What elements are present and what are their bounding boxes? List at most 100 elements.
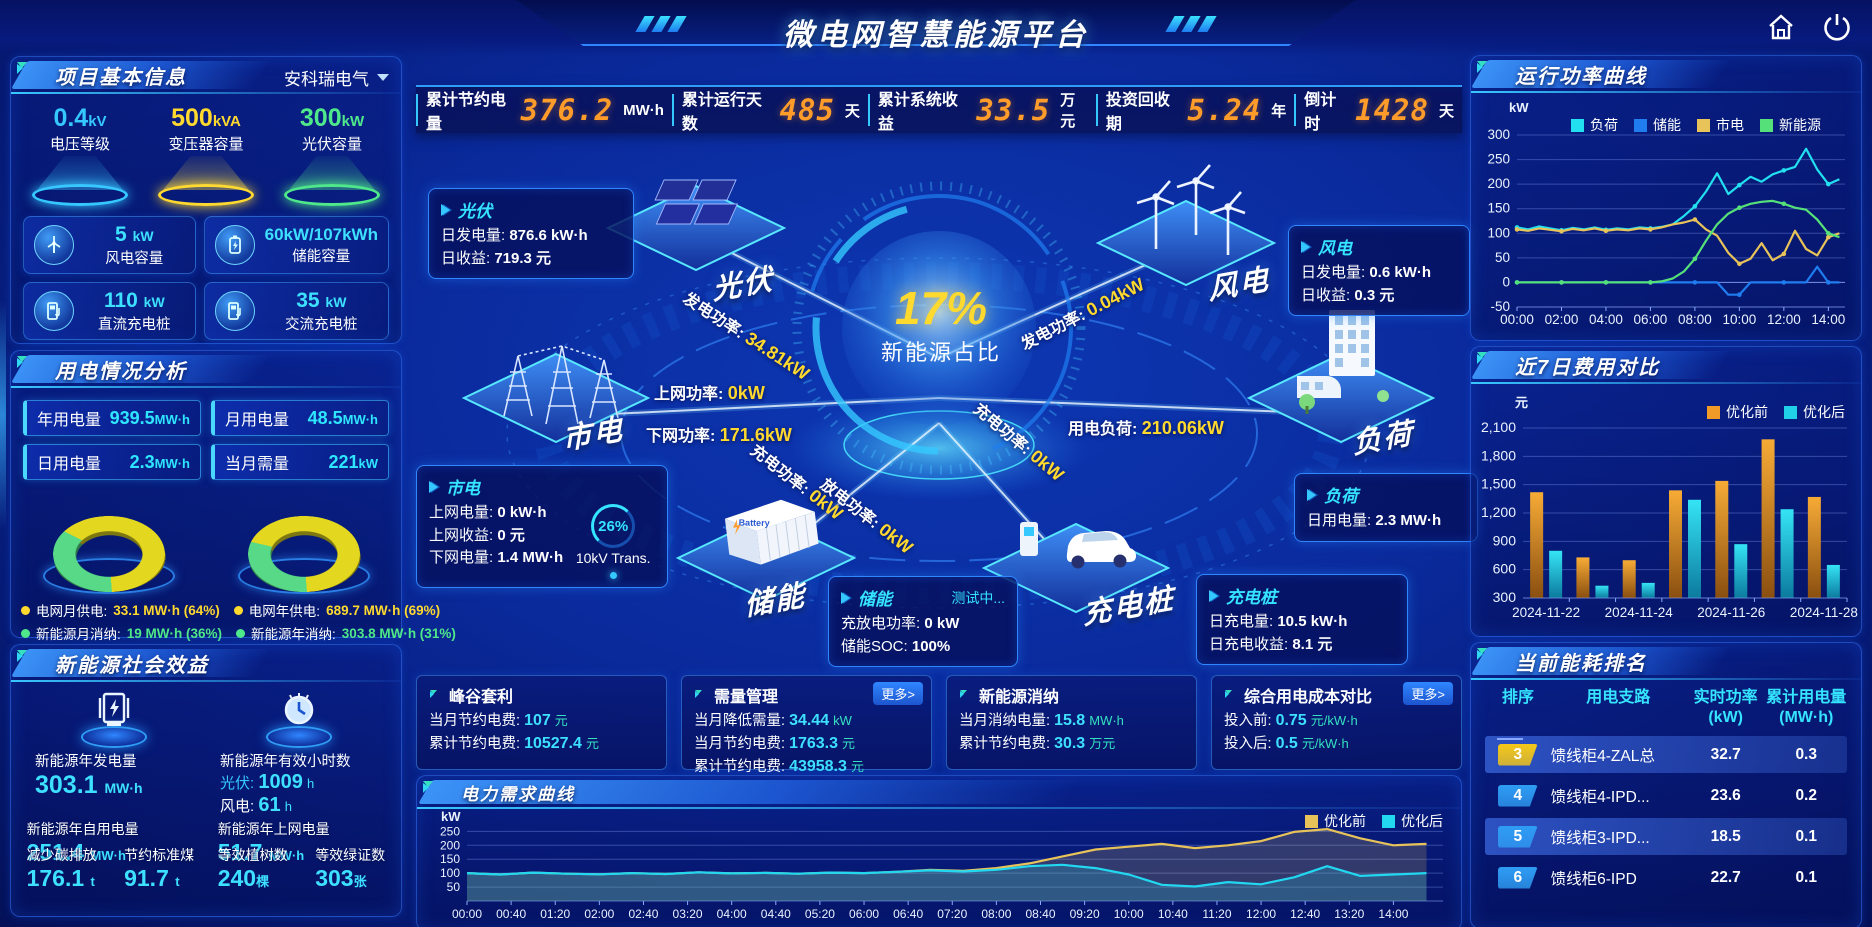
clock-icon [264,690,334,748]
edge-decoration [0,300,6,530]
capacity-cards: 5 kW 风电容量 60kW/107kWh 储能容量 110 kW 直流充电桩 35 … [11,206,401,350]
svg-text:10:40: 10:40 [1158,907,1188,921]
bar-after [1688,499,1701,598]
building-icon [1246,310,1436,444]
legend-item[interactable]: 市电 [1697,115,1744,135]
svg-text:600: 600 [1493,561,1517,577]
infobox-pv: 光伏 日发电量: 876.6 kW·h 日收益: 719.3 元 [428,188,634,279]
coal-saving-stat: 节约标准煤 91.7 t [124,847,195,891]
panel-demand-curve: 电力需求曲线 kW 优化前 优化后 50 100 150 200 250 00:00 00:4… [416,775,1462,927]
svg-text:Battery: Battery [739,518,770,529]
legend-item[interactable]: 优化后 [1784,402,1845,422]
benefit-row-item: 投入后: 0.5 元/kW·h [1224,735,1349,753]
kpi-bar: 累计节约电量 376.2 MW·h 累计运行天数 485 天累计系统收益 33.5 万元 投资回… [416,85,1462,133]
generation-icon [79,690,149,748]
info-row: 日发电量: 0.6 kW·h [1301,264,1432,281]
svg-text:0: 0 [1502,274,1510,289]
green-cert-stat: 等效绿证数 303张 [315,847,386,891]
legend-item[interactable]: 优化前 [1305,811,1366,831]
company-selector[interactable]: 安科瑞电气 [284,65,389,90]
svg-text:1,500: 1,500 [1481,476,1516,492]
infobox-charger: 充电桩 日充电量: 10.5 kW·h 日充电收益: 8.1 元 [1196,574,1408,665]
benefit-summary-row: 峰谷套利 当月节约电费: 107 元累计节约电费: 10527.4 元需量管理 当月… [416,675,1462,775]
series-line [1517,199,1840,284]
transformer-label: 10kV Trans. [575,550,651,566]
column-header: 实时功率 (kW) [1693,689,1758,726]
y-axis-unit: kW [441,809,461,824]
power-tower-icon [461,345,651,444]
table-row[interactable]: 5 馈线柜3-IPD... 18.5 0.1 [1485,818,1847,855]
flow-grid-export: 上网功率: 0kW [654,383,765,403]
battery-container-icon: Battery [675,499,857,602]
legend-item[interactable]: 新能源 [1760,115,1821,135]
svg-text:100: 100 [1487,225,1510,240]
benefit-row-item: 投入前: 0.75 元/kW·h [1224,712,1358,729]
power-line-chart: -50 0 50 100 150 200 250 300 00:00 02:00 04:00 06:0… [1487,127,1845,327]
info-row: 日充电收益: 8.1 元 [1209,635,1333,653]
light-cone [37,156,123,190]
flow-load-power: 用电负荷: 210.06kW [1068,418,1224,438]
panel-corner-icon [1477,352,1487,364]
header-decoration [635,16,704,32]
more-button[interactable]: 更多> [873,682,923,705]
infobox-wind: 风电 日发电量: 0.6 kW·h 日收益: 0.3 元 [1288,225,1470,316]
bar-after [1549,550,1563,598]
legend-item[interactable]: 优化后 [1382,811,1443,831]
chart-legend: 优化前 优化后 [1707,402,1845,422]
fee-bar-chart: 300 600 900 1,200 1,500 1,800 2,100 2024-11-22 2… [1481,419,1858,620]
info-row: 日收益: 0.3 元 [1301,286,1395,304]
svg-text:08:40: 08:40 [1025,907,1055,921]
svg-text:200: 200 [440,838,460,852]
donut-legend-item: 新能源年消纳: 303.8 MW·h (31%) [236,623,456,643]
column-header: 累计用电量 (MW·h) [1766,689,1847,726]
legend-item[interactable]: 储能 [1634,115,1681,135]
arrow-icon [1301,240,1310,253]
table-row[interactable]: 4 馈线柜4-IPD... 23.6 0.2 [1485,777,1847,814]
self-use-stat: 新能源年自用电量 251.4 MW·h [26,821,139,865]
social-benefit-stats: 新能源年自用电量 251.4 MW·h 新能源年上网电量 51.7 MW·h 减少碳… [11,819,401,915]
svg-text:900: 900 [1493,532,1517,548]
legend-item[interactable]: 优化前 [1707,402,1768,422]
svg-text:13:20: 13:20 [1334,907,1364,921]
infobox-load: 负荷 日用电量: 2.3 MW·h [1294,473,1478,542]
table-row[interactable]: 3 馈线柜4-ZAL总 32.7 0.3 [1485,736,1847,773]
panel-corner-icon [17,650,27,662]
table-row[interactable]: 6 馈线柜6-IPD 22.7 0.1 [1485,859,1847,896]
energy-flow-diagram: Battery 光伏 风电 市电 负荷 储能 充电桩 17% 新能源占比 [416,133,1478,671]
svg-text:2,100: 2,100 [1481,419,1516,435]
svg-text:07:20: 07:20 [937,907,967,921]
flag-icon [695,690,702,698]
svg-text:50: 50 [1495,250,1510,265]
ev-charger-icon [981,522,1171,614]
usage-stat-chip: 月用电量 48.5MW·h [211,400,389,436]
arrow-icon [1307,488,1316,501]
svg-text:2024-11-26: 2024-11-26 [1697,605,1765,620]
yearly-energy-donut [229,492,379,598]
svg-text:08:00: 08:00 [981,907,1011,921]
svg-text:06:40: 06:40 [893,907,923,921]
glow-ring [284,184,380,206]
panel-corner-icon [423,781,433,793]
ac-charger-card: 35 kW 交流充电桩 [203,282,389,340]
capacity-cones: 0.4kV 电压等级 500kVA 变压器容量 300kW 光伏容量 [11,94,401,206]
glow-ring [32,184,128,206]
more-button[interactable]: 更多> [1403,682,1453,705]
renewable-share: 17% 新能源占比 [857,281,1025,367]
home-icon[interactable] [1764,10,1798,44]
info-row: 日充电量: 10.5 kW·h [1209,613,1348,630]
svg-text:250: 250 [440,824,460,838]
info-row: 上网收益: 0 元 [429,526,525,544]
legend-item[interactable]: 负荷 [1571,115,1618,135]
power-icon[interactable] [1820,10,1854,44]
storage-capacity-card: 60kW/107kWh 储能容量 [203,216,389,274]
wind-turbine-icon [34,225,74,265]
feed-in-stat: 新能源年上网电量 51.7 MW·h [217,821,330,865]
usage-stat-chip: 当月需量 221kW [211,444,389,480]
benefit-row-item: 当月节约电费: 1763.3 元 [694,735,856,753]
flow-grid-import: 下网功率: 171.6kW [646,425,792,445]
company-name: 安科瑞电气 [284,70,369,89]
svg-text:01:20: 01:20 [540,907,570,921]
svg-text:14:00: 14:00 [1811,312,1845,327]
svg-text:12:40: 12:40 [1290,907,1320,921]
